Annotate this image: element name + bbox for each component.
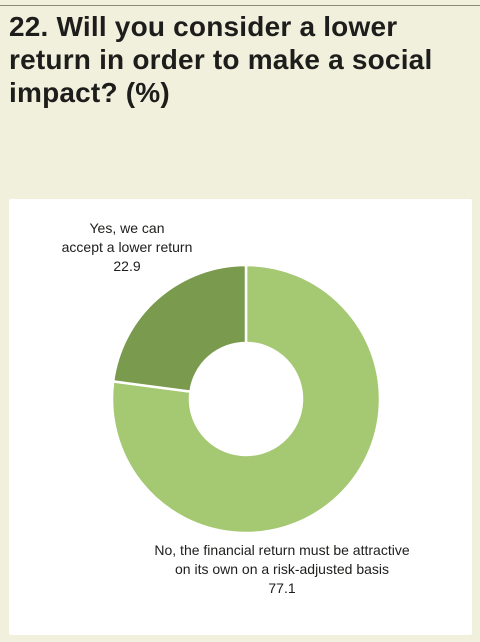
slice-value-no: 77.1: [268, 580, 296, 596]
slice-value-yes: 22.9: [113, 258, 141, 274]
top-rule: [0, 5, 480, 6]
donut-chart: [110, 263, 382, 535]
donut-slice-no: [110, 263, 382, 535]
slice-label-yes-line-2: accept a lower return: [61, 239, 193, 255]
chart-title: 22. Will you consider a lower return in …: [9, 11, 433, 108]
slice-label-yes: Yes, we can accept a lower return 22.9: [47, 219, 207, 276]
slice-label-yes-line-1: Yes, we can: [89, 220, 165, 236]
donut-slice-yes: [111, 263, 248, 394]
chart-panel: Yes, we can accept a lower return 22.9 N…: [9, 199, 472, 635]
slice-label-no-line-1: No, the financial return must be attract…: [154, 542, 410, 558]
slice-label-no-line-2: on its own on a risk-adjusted basis: [175, 561, 389, 577]
slice-label-no: No, the financial return must be attract…: [137, 541, 427, 598]
